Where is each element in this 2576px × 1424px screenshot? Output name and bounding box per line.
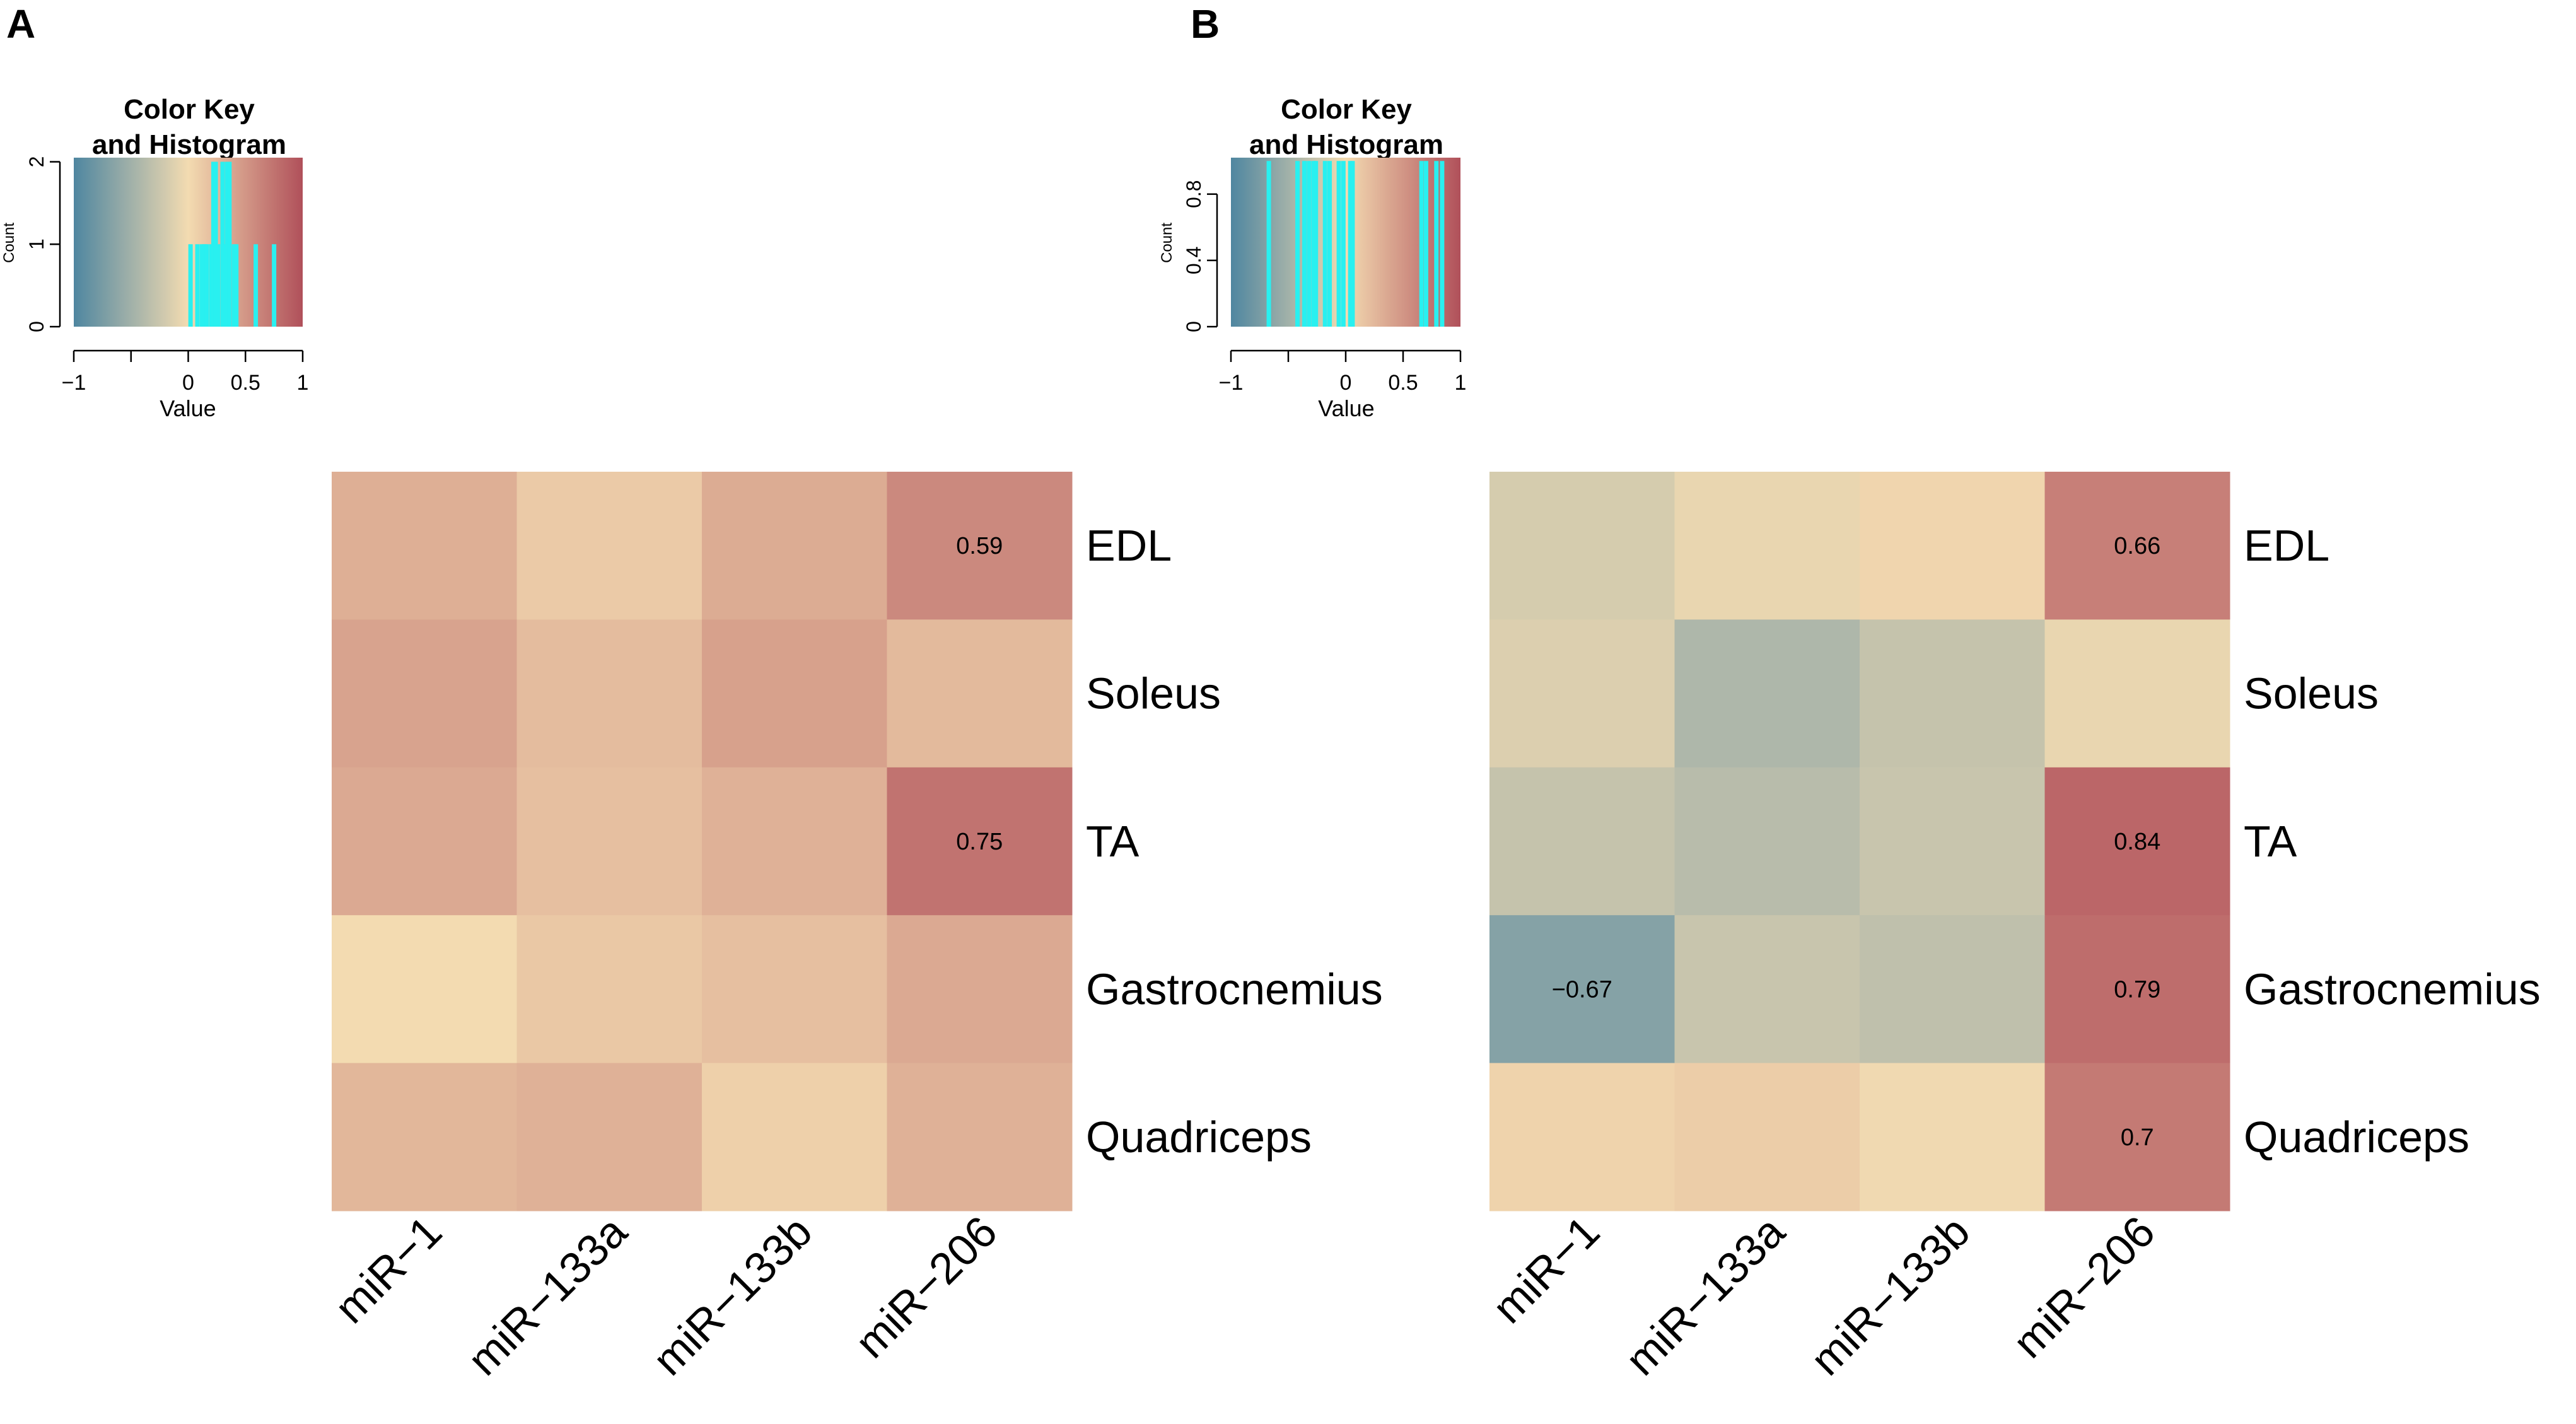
heatmap-cell xyxy=(887,767,1073,916)
row-label: Soleus xyxy=(2244,669,2379,718)
heatmap-cell xyxy=(702,1063,887,1211)
color-key-xlabel: Value xyxy=(160,395,216,421)
color-key-title-line1: Color Key xyxy=(1281,94,1412,125)
heatmap-cell xyxy=(2044,767,2230,916)
y-tick-label: 1 xyxy=(25,238,48,250)
heatmap-cell xyxy=(1860,915,2045,1064)
heatmap-cell xyxy=(516,1063,702,1211)
color-key-ylabel: Count xyxy=(1158,223,1175,263)
cell-value-label: −0.67 xyxy=(1552,976,1612,1003)
heatmap-cell xyxy=(702,472,887,620)
cell-value-label: 0.84 xyxy=(2114,829,2160,855)
panel-label-a: A xyxy=(6,1,35,47)
heatmap-cell xyxy=(1860,472,2045,620)
x-tick-label: −1 xyxy=(62,371,86,395)
heatmap-cell xyxy=(1860,767,2045,916)
cell-value-label: 0.75 xyxy=(956,829,1003,855)
heatmap-cell xyxy=(702,915,887,1064)
row-label: TA xyxy=(1086,817,1139,866)
color-key-plot-b: −1 0 0.5 1 0 0.4 0.8 xyxy=(1182,158,1466,395)
heatmap-cell xyxy=(332,767,517,916)
column-label: miR−206 xyxy=(846,1206,1006,1367)
column-label: miR−1 xyxy=(325,1206,452,1333)
heatmap-cell xyxy=(887,619,1073,768)
heatmap-cell xyxy=(1489,915,1675,1064)
x-tick-label: 0 xyxy=(1340,371,1352,395)
heatmap-cell xyxy=(1674,915,1860,1064)
column-label: miR−133a xyxy=(1616,1206,1794,1384)
heatmap-cell xyxy=(2044,619,2230,768)
heatmap-cell xyxy=(1860,1063,2045,1211)
color-key-title-line2: and Histogram xyxy=(1249,129,1443,160)
column-label: miR−133a xyxy=(458,1206,636,1384)
color-key-ylabel: Count xyxy=(1,223,18,263)
row-label: Soleus xyxy=(1086,669,1221,718)
heatmap-cell xyxy=(1489,472,1675,620)
heatmap-cell xyxy=(516,767,702,916)
heatmap-cell xyxy=(1674,1063,1860,1211)
row-label: EDL xyxy=(2244,521,2329,570)
y-tick-label: 0 xyxy=(1182,321,1205,332)
row-label: Quadriceps xyxy=(1086,1112,1312,1162)
heatmap-cell xyxy=(516,472,702,620)
color-key-title-line1: Color Key xyxy=(124,94,255,125)
heatmap-cell xyxy=(2044,1063,2230,1211)
color-key-xlabel: Value xyxy=(1318,395,1374,421)
row-label: Gastrocnemius xyxy=(1086,964,1383,1013)
heatmap-cell xyxy=(332,472,517,620)
row-label: EDL xyxy=(1086,521,1172,570)
y-tick-label: 0.4 xyxy=(1182,247,1205,274)
column-label: miR−133b xyxy=(1801,1206,1979,1384)
row-label: Quadriceps xyxy=(2244,1112,2469,1162)
column-label: miR−206 xyxy=(2003,1206,2164,1367)
heatmap-cell xyxy=(1860,619,2045,768)
heatmap-cell xyxy=(1489,1063,1675,1211)
heatmap-cell xyxy=(2044,472,2230,620)
row-label: Gastrocnemius xyxy=(2244,964,2541,1013)
heatmap-cell xyxy=(516,619,702,768)
heatmap-cell xyxy=(887,1063,1073,1211)
heatmap-cell xyxy=(1674,767,1860,916)
heatmap-cell xyxy=(332,915,517,1064)
heatmap-cell xyxy=(887,915,1073,1064)
y-tick-label: 2 xyxy=(25,156,48,168)
heatmap-cell xyxy=(332,619,517,768)
x-tick-label: −1 xyxy=(1219,371,1244,395)
heatmap-cell xyxy=(1674,619,1860,768)
heatmap-cell xyxy=(1489,619,1675,768)
heatmap-b: 0.66 0.84 −0.67 0.79 0.7 EDL Soleus TA Gastrocne… xyxy=(1483,472,2541,1385)
panel-label-b: B xyxy=(1191,1,1220,47)
cell-value-label: 0.79 xyxy=(2114,976,2160,1003)
color-key-plot-a: −1 0 0.5 1 0 1 2 xyxy=(25,156,308,395)
x-tick-label: 0.5 xyxy=(231,371,260,395)
color-key-b: Color Key and Histogram −1 0 0.5 1 0 0.4 0.8 V… xyxy=(1158,94,1466,421)
heatmap-cell xyxy=(2044,915,2230,1064)
heatmap-cell xyxy=(702,767,887,916)
column-label: miR−133b xyxy=(643,1206,821,1384)
column-label: miR−1 xyxy=(1483,1206,1609,1333)
heatmap-cell xyxy=(516,915,702,1064)
heatmap-cell xyxy=(1489,767,1675,916)
color-key-title-line2: and Histogram xyxy=(92,129,286,160)
color-key-a: Color Key and Histogram −1 0 0.5 1 0 1 2 Value… xyxy=(1,94,308,421)
color-key-gradient xyxy=(74,158,303,327)
cell-value-label: 0.59 xyxy=(956,533,1003,559)
cell-value-label: 0.7 xyxy=(2121,1124,2154,1151)
x-tick-label: 0 xyxy=(182,371,194,395)
x-tick-label: 1 xyxy=(1455,371,1467,395)
y-tick-label: 0 xyxy=(25,321,48,332)
row-label: TA xyxy=(2244,817,2297,866)
heatmap-cell xyxy=(702,619,887,768)
x-tick-label: 0.5 xyxy=(1388,371,1418,395)
heatmap-cell xyxy=(887,472,1073,620)
heatmap-cell xyxy=(1674,472,1860,620)
cell-value-label: 0.66 xyxy=(2114,533,2160,559)
heatmap-a: 0.59 0.75 EDL Soleus TA Gastrocnemius Quadrice… xyxy=(325,472,1383,1385)
heatmap-cell xyxy=(332,1063,517,1211)
y-tick-label: 0.8 xyxy=(1182,180,1205,208)
x-tick-label: 1 xyxy=(297,371,309,395)
